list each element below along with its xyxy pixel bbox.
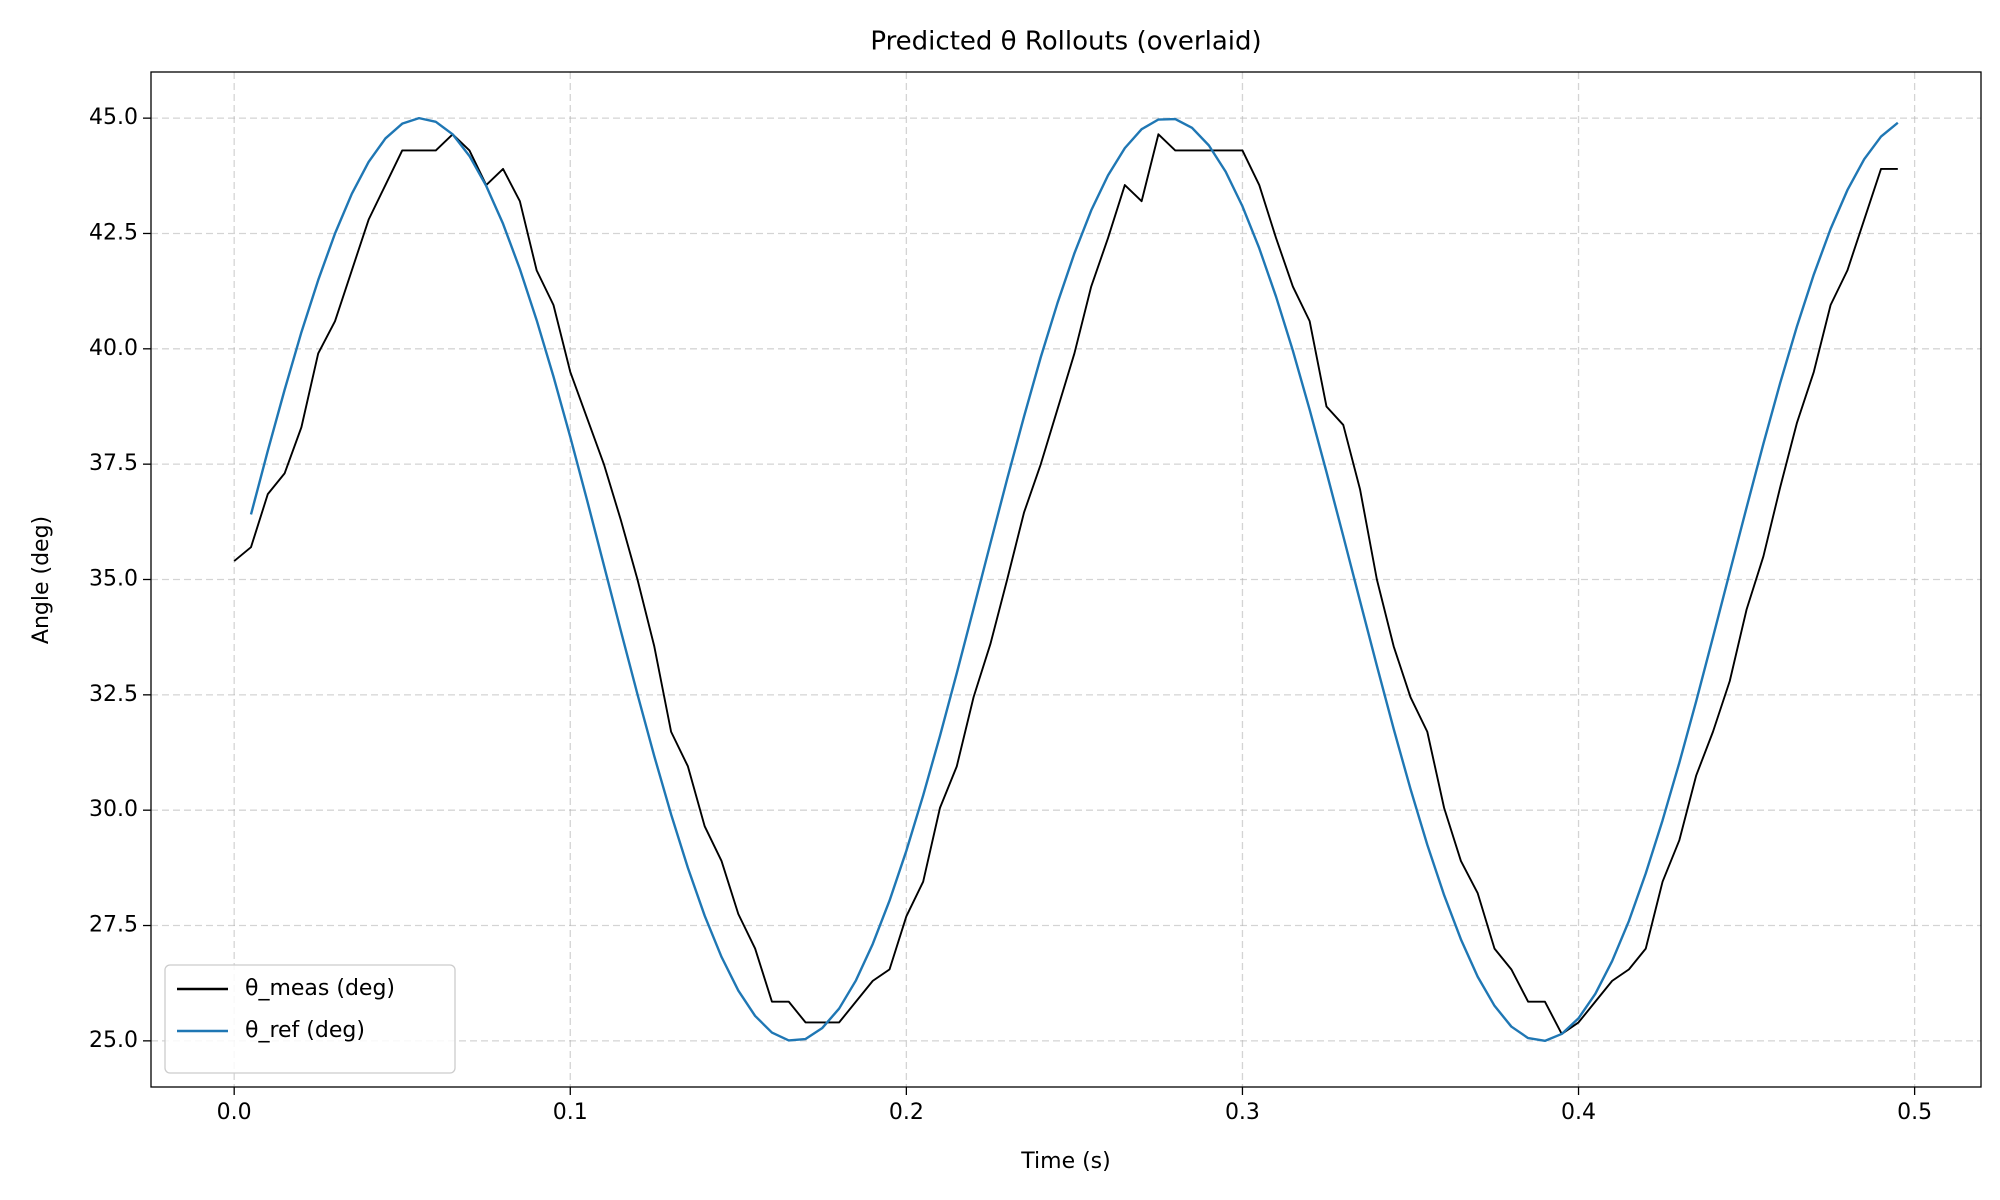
y-tick-label: 37.5 — [89, 451, 138, 476]
legend-label: θ_ref (deg) — [245, 1018, 365, 1043]
legend-label: θ_meas (deg) — [245, 976, 395, 1001]
y-tick-label: 40.0 — [89, 336, 138, 361]
y-tick-label: 30.0 — [89, 797, 138, 822]
x-tick-label: 0.2 — [889, 1100, 924, 1125]
data-line — [249, 116, 1899, 1043]
chart-title: Predicted θ Rollouts (overlaid) — [870, 27, 1261, 57]
series — [249, 116, 1899, 1043]
x-tick-label: 0.4 — [1561, 1100, 1596, 1125]
data-line — [233, 133, 1898, 1035]
y-tick-label: 32.5 — [89, 682, 138, 707]
series — [233, 133, 1898, 1035]
y-tick-label: 27.5 — [89, 913, 138, 938]
x-tick-label: 0.1 — [553, 1100, 588, 1125]
x-tick-label: 0.3 — [1225, 1100, 1260, 1125]
legend: θ_meas (deg) θ_ref (deg) — [164, 964, 456, 1074]
y-axis-label: Angle (deg) — [29, 516, 54, 644]
legend-box — [164, 964, 456, 1074]
x-axis-label: Time (s) — [1020, 1149, 1110, 1174]
y-tick-label: 35.0 — [89, 567, 138, 592]
x-tick-label: 0.5 — [1897, 1100, 1932, 1125]
plot-frame — [150, 71, 1982, 1088]
y-tick-label: 25.0 — [89, 1028, 138, 1053]
y-tick-label: 42.5 — [89, 220, 138, 245]
y-tick-label: 45.0 — [89, 105, 138, 130]
x-tick-label: 0.0 — [217, 1100, 252, 1125]
